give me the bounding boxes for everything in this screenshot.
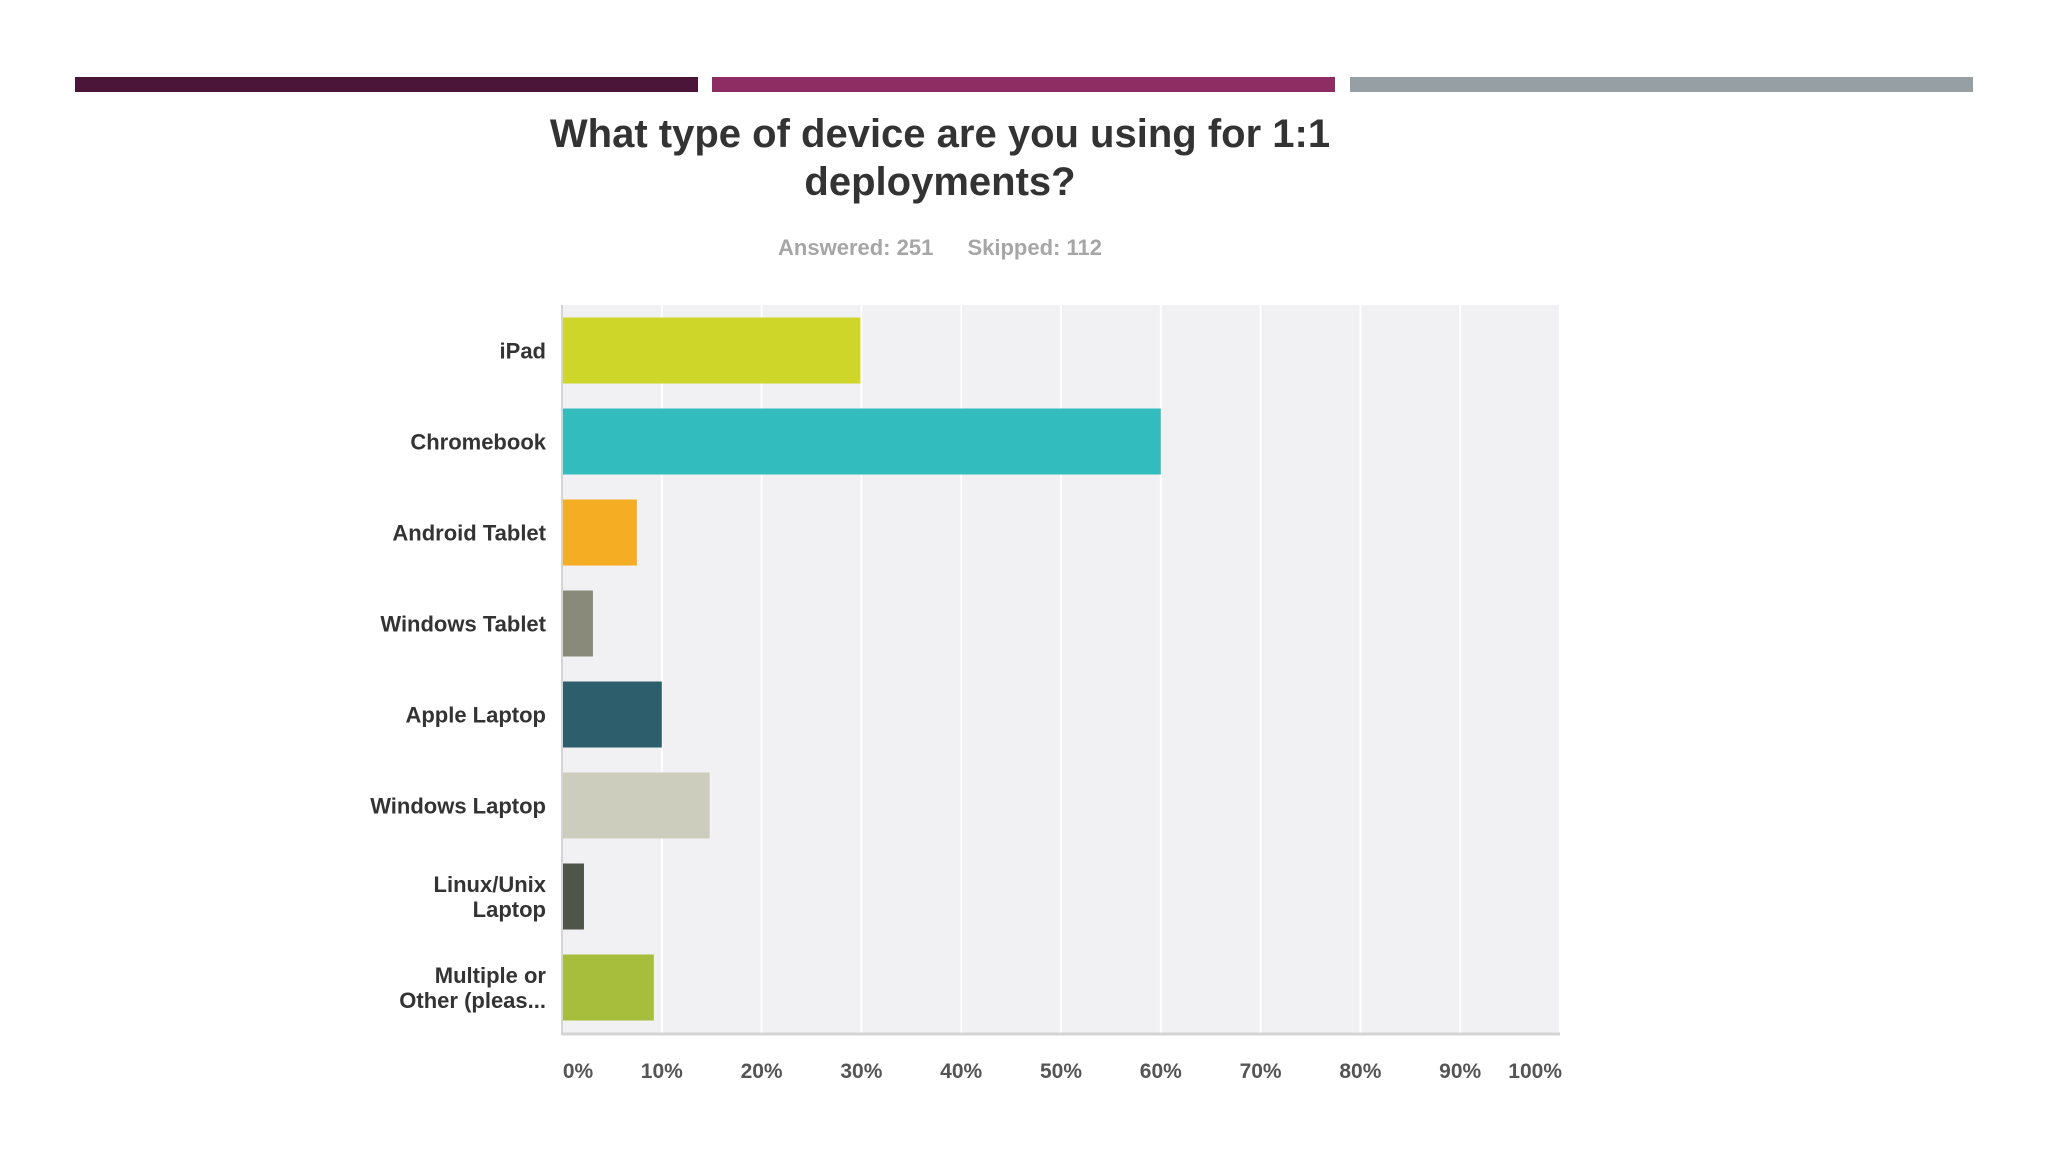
chart-title-line-1: What type of device are you using for 1:… <box>549 112 1331 156</box>
x-tick-label: 50% <box>1040 1060 1082 1083</box>
chart-title-line-2: deployments? <box>804 160 1076 204</box>
category-label: Apple Laptop <box>405 703 546 728</box>
bar-windows-tablet <box>563 590 593 657</box>
bar-multiple-or-other-pleas <box>563 954 654 1021</box>
category-label: iPad <box>500 339 546 364</box>
accent-bar-3 <box>1350 77 1973 92</box>
bar-ipad <box>563 317 861 384</box>
category-label: Chromebook <box>410 430 546 455</box>
category-label: Multiple or <box>435 963 547 988</box>
x-tick-label: 40% <box>940 1060 982 1083</box>
x-tick-label: 70% <box>1240 1060 1282 1083</box>
response-stats: Answered: 251 Skipped: 112 <box>360 235 1520 261</box>
bar-chromebook <box>563 408 1161 475</box>
answered-count: Answered: 251 <box>778 235 934 260</box>
chart-title: What type of device are you using for 1:… <box>360 110 1520 206</box>
category-label: Laptop <box>473 897 546 922</box>
category-label: Windows Laptop <box>370 794 546 819</box>
category-label: Linux/Unix <box>434 872 547 897</box>
x-tick-label: 30% <box>840 1060 882 1083</box>
x-tick-label: 80% <box>1339 1060 1381 1083</box>
x-tick-label: 0% <box>563 1060 594 1083</box>
bar-apple-laptop <box>563 681 662 748</box>
accent-bar-1 <box>75 77 698 92</box>
bar-linux-unix-laptop <box>563 863 584 930</box>
x-tick-label: 60% <box>1140 1060 1182 1083</box>
bar-android-tablet <box>563 499 637 566</box>
category-label: Other (pleas... <box>399 988 546 1013</box>
accent-bar-2 <box>712 77 1335 92</box>
x-tick-label: 90% <box>1439 1060 1481 1083</box>
category-label: Windows Tablet <box>380 612 546 637</box>
x-tick-label: 10% <box>641 1060 683 1083</box>
category-label: Android Tablet <box>392 521 546 546</box>
x-tick-label: 20% <box>741 1060 783 1083</box>
bar-windows-laptop <box>563 772 710 839</box>
skipped-count: Skipped: 112 <box>967 235 1102 260</box>
x-tick-label: 100% <box>1508 1060 1562 1083</box>
